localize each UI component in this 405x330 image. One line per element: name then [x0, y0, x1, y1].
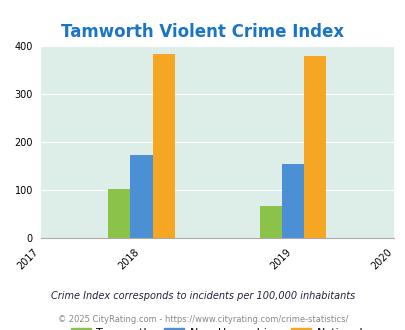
Bar — [281, 164, 303, 238]
Bar — [130, 155, 152, 238]
Legend: Tamworth, New Hampshire, National: Tamworth, New Hampshire, National — [66, 323, 367, 330]
Bar — [259, 206, 281, 238]
Text: © 2025 CityRating.com - https://www.cityrating.com/crime-statistics/: © 2025 CityRating.com - https://www.city… — [58, 315, 347, 324]
Text: Crime Index corresponds to incidents per 100,000 inhabitants: Crime Index corresponds to incidents per… — [51, 291, 354, 301]
Bar — [303, 56, 325, 238]
Bar — [108, 189, 130, 238]
Bar — [152, 54, 175, 238]
Text: Tamworth Violent Crime Index: Tamworth Violent Crime Index — [61, 23, 344, 41]
